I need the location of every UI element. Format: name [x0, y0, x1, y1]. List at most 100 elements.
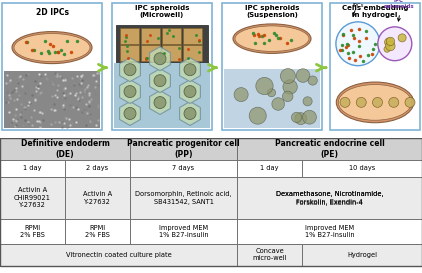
- Polygon shape: [180, 58, 200, 82]
- Bar: [162, 28, 181, 44]
- Bar: [65, 219, 130, 244]
- Text: RPMI
2% FBS: RPMI 2% FBS: [85, 225, 110, 238]
- Bar: [114, 63, 210, 128]
- Circle shape: [378, 27, 412, 61]
- Circle shape: [384, 38, 393, 46]
- Circle shape: [283, 80, 298, 94]
- Polygon shape: [150, 47, 170, 71]
- Circle shape: [356, 97, 366, 107]
- Text: 2 days: 2 days: [87, 165, 108, 171]
- Circle shape: [256, 77, 273, 95]
- Text: Improved MEM
1% B27-insulin: Improved MEM 1% B27-insulin: [305, 225, 354, 238]
- Bar: [112, 3, 212, 130]
- Bar: [183, 28, 202, 44]
- Circle shape: [398, 34, 406, 42]
- Text: 1 day: 1 day: [260, 165, 279, 171]
- Circle shape: [124, 108, 136, 120]
- Polygon shape: [180, 102, 200, 125]
- Bar: [65, 177, 130, 219]
- Circle shape: [234, 88, 248, 102]
- Circle shape: [384, 46, 390, 52]
- Bar: [237, 219, 422, 244]
- Text: Dexamethasone, Nicrotinamide,
Forskolin, Exendin-4: Dexamethasone, Nicrotinamide, Forskolin,…: [276, 191, 383, 205]
- Text: 10 days: 10 days: [349, 165, 375, 171]
- Circle shape: [336, 22, 380, 66]
- Text: Forskolin, Exendin-4: Forskolin, Exendin-4: [296, 200, 363, 206]
- Polygon shape: [150, 69, 170, 93]
- Bar: [237, 244, 302, 266]
- Text: Dorsomorphin, Retinoic acid,
SB431542, SANT1: Dorsomorphin, Retinoic acid, SB431542, S…: [135, 191, 232, 205]
- Bar: [0, 244, 237, 266]
- Bar: [0, 219, 65, 244]
- Circle shape: [272, 98, 284, 110]
- Ellipse shape: [12, 32, 92, 64]
- Polygon shape: [119, 80, 141, 103]
- Bar: [130, 177, 237, 219]
- Bar: [0, 160, 65, 177]
- Bar: [237, 160, 302, 177]
- Ellipse shape: [338, 85, 412, 120]
- Text: Vitronectin coated culture plate: Vitronectin coated culture plate: [66, 252, 171, 258]
- Bar: [130, 160, 237, 177]
- Text: Pancreatic endocrine cell
(PE): Pancreatic endocrine cell (PE): [275, 139, 384, 159]
- Circle shape: [389, 97, 399, 107]
- Text: IPCs: IPCs: [352, 3, 364, 8]
- Bar: [302, 244, 422, 266]
- Circle shape: [184, 86, 196, 97]
- Bar: [0, 177, 65, 219]
- Bar: [237, 177, 422, 219]
- Bar: [237, 138, 422, 160]
- Bar: [65, 160, 130, 177]
- Bar: [141, 45, 160, 61]
- Bar: [130, 219, 237, 244]
- Polygon shape: [150, 91, 170, 114]
- Circle shape: [405, 97, 415, 107]
- Bar: [162, 45, 181, 61]
- Bar: [0, 138, 130, 160]
- Text: Dexamethasone, Nicrotinamide,: Dexamethasone, Nicrotinamide,: [276, 191, 383, 197]
- Bar: [141, 28, 160, 44]
- Text: Definitive endoderm
(DE): Definitive endoderm (DE): [21, 139, 109, 159]
- Circle shape: [295, 113, 307, 124]
- Bar: [302, 160, 422, 177]
- Circle shape: [373, 97, 382, 107]
- Polygon shape: [119, 58, 141, 82]
- Text: 1 day: 1 day: [23, 165, 42, 171]
- Circle shape: [124, 86, 136, 97]
- Bar: [120, 28, 139, 44]
- Bar: [2, 3, 102, 130]
- Polygon shape: [119, 102, 141, 125]
- Bar: [116, 25, 208, 63]
- Circle shape: [154, 75, 166, 87]
- Ellipse shape: [14, 34, 90, 62]
- Bar: [183, 45, 202, 61]
- Circle shape: [292, 112, 302, 123]
- Circle shape: [280, 69, 295, 84]
- Polygon shape: [180, 80, 200, 103]
- Text: 7 days: 7 days: [173, 165, 195, 171]
- Circle shape: [340, 97, 350, 107]
- Bar: [4, 71, 100, 128]
- Text: IPC
spheroids: IPC spheroids: [384, 0, 414, 9]
- Text: RPMI
2% FBS: RPMI 2% FBS: [20, 225, 45, 238]
- Text: Activin A
Y-27632: Activin A Y-27632: [83, 191, 112, 205]
- Ellipse shape: [336, 82, 414, 123]
- Text: Cells embedding
in hydrogel: Cells embedding in hydrogel: [342, 5, 408, 18]
- Text: IPC spheroids
(Microwell): IPC spheroids (Microwell): [135, 5, 189, 18]
- Ellipse shape: [233, 24, 311, 54]
- Circle shape: [303, 97, 312, 106]
- Circle shape: [386, 41, 395, 51]
- Circle shape: [268, 89, 276, 97]
- Circle shape: [296, 69, 310, 82]
- Bar: [130, 138, 237, 160]
- Circle shape: [184, 64, 196, 76]
- Circle shape: [184, 108, 196, 120]
- Text: Activin A
CHIR99021
Y-27632: Activin A CHIR99021 Y-27632: [14, 188, 51, 208]
- Circle shape: [386, 37, 395, 46]
- Text: Concave
micro-well: Concave micro-well: [252, 248, 287, 262]
- Circle shape: [308, 76, 317, 85]
- Text: 2D IPCs: 2D IPCs: [35, 8, 68, 17]
- Text: Hydrogel: Hydrogel: [347, 252, 377, 258]
- Bar: [224, 69, 320, 128]
- Circle shape: [249, 107, 266, 124]
